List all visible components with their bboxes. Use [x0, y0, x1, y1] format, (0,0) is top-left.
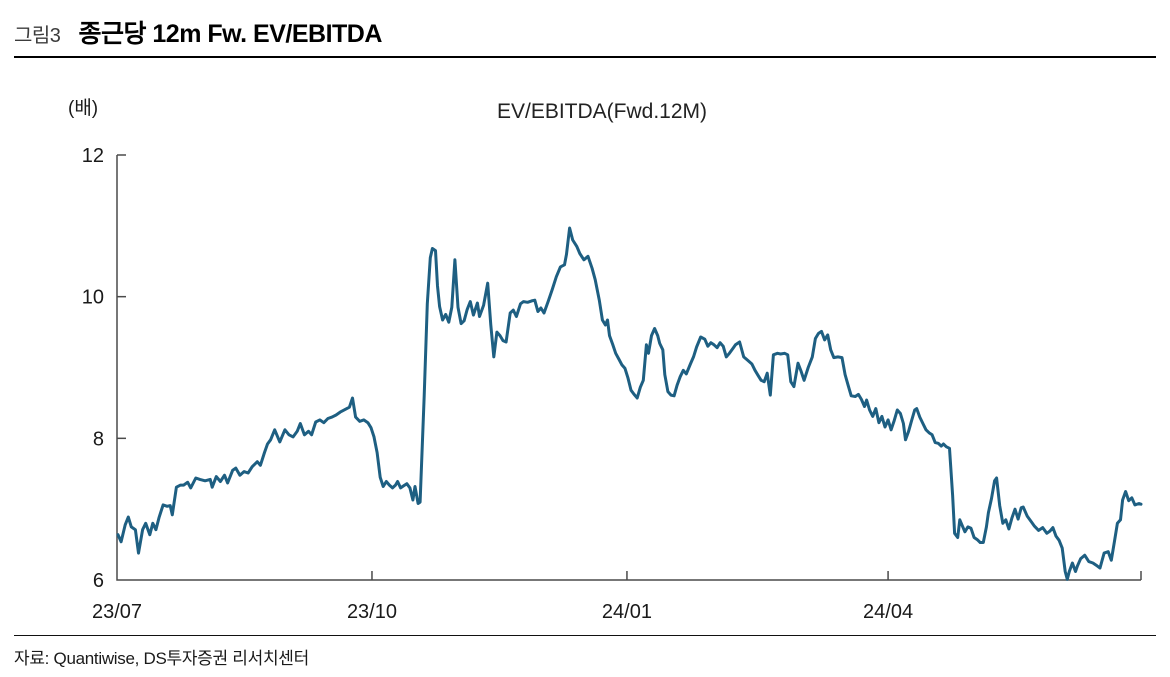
y-axis-tick-label: 10: [82, 287, 104, 309]
evebitda-series-line: [116, 226, 1143, 581]
y-axis-tick-label: 6: [93, 570, 104, 592]
x-axis-tick-label: 24/01: [602, 601, 652, 623]
source-note: 자료: Quantiwise, DS투자증권 리서치센터: [14, 649, 309, 668]
chart-title: EV/EBITDA(Fwd.12M): [496, 100, 708, 123]
x-axis-tick-label: 23/10: [347, 601, 397, 623]
footer-divider: [14, 635, 1156, 636]
y-axis-unit-label: (배): [68, 98, 99, 119]
x-axis-tick-label: 24/04: [863, 601, 913, 623]
figure-label: 그림3: [14, 25, 61, 47]
y-axis-tick-label: 8: [93, 428, 104, 450]
header-divider: [14, 56, 1156, 58]
y-axis-tick-label: 12: [82, 145, 104, 167]
figure-header: 그림3 종근당 12m Fw. EV/EBITDA: [14, 14, 382, 50]
x-axis-tick-label: 23/07: [92, 601, 142, 623]
page-title: 종근당 12m Fw. EV/EBITDA: [78, 20, 382, 48]
